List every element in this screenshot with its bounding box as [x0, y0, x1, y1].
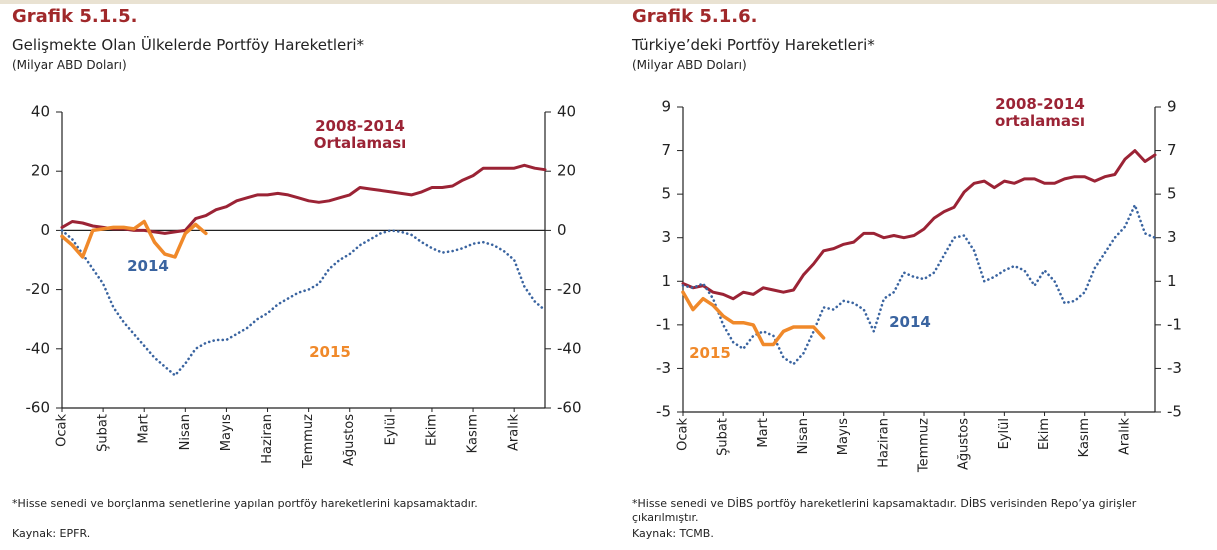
x-tick-label: Eylül — [383, 414, 398, 445]
y-tick-label: 20 — [31, 162, 50, 180]
x-tick-label: Nisan — [796, 418, 811, 454]
source: Kaynak: EPFR. — [12, 527, 91, 540]
y-tick-label: 5 — [661, 185, 671, 203]
x-tick-label: Ocak — [676, 418, 691, 451]
x-tick-label: Mart — [137, 414, 152, 444]
x-tick-label: Ekim — [424, 414, 439, 446]
chart-subtitle: Türkiye’deki Portföy Hareketleri* — [632, 36, 875, 54]
series-label: 2008-2014 Ortalaması — [313, 117, 407, 152]
series-label: 2014 — [889, 313, 931, 331]
chart-title: Grafik 5.1.5. — [12, 6, 138, 27]
series-label: 2014 — [127, 257, 169, 275]
series-line — [681, 203, 1157, 366]
y2-tick-label: 5 — [1167, 185, 1177, 203]
x-tick-label: Ocak — [55, 414, 70, 447]
y2-tick-label: -3 — [1167, 359, 1182, 377]
chart-unit: (Milyar ABD Doları) — [632, 58, 747, 72]
y-tick-label: 9 — [661, 98, 671, 116]
series-line — [681, 149, 1157, 301]
x-tick-label: Nisan — [178, 414, 193, 450]
x-tick-label: Ağustos — [342, 414, 357, 466]
y2-tick-label: 0 — [557, 221, 567, 239]
y-tick-label: 7 — [661, 141, 671, 159]
series-label: 2015 — [309, 343, 351, 361]
x-tick-label: Haziran — [876, 418, 891, 468]
y2-tick-label: -40 — [557, 339, 582, 357]
x-tick-label: Ağustos — [957, 418, 972, 470]
series-line — [60, 163, 547, 235]
y-tick-label: 3 — [661, 228, 671, 246]
series-line — [60, 229, 547, 377]
y-tick-label: 1 — [661, 272, 671, 290]
x-tick-label: Kasım — [466, 414, 481, 453]
y-tick-label: 40 — [31, 103, 50, 121]
x-tick-label: Aralık — [1117, 418, 1132, 455]
y-tick-label: -60 — [26, 399, 51, 417]
x-tick-label: Mart — [756, 418, 771, 448]
series-line — [60, 219, 208, 259]
x-tick-label: Mayıs — [836, 418, 851, 455]
x-tick-label: Eylül — [997, 418, 1012, 449]
x-tick-label: Ekim — [1037, 418, 1052, 450]
x-tick-label: Kasım — [1077, 418, 1092, 457]
y-tick-label: -20 — [26, 280, 51, 298]
y2-tick-label: 1 — [1167, 272, 1177, 290]
y-tick-label: 0 — [40, 221, 50, 239]
x-tick-label: Temmuz — [917, 418, 932, 473]
y-tick-label: -1 — [656, 315, 671, 333]
y2-tick-label: 3 — [1167, 228, 1177, 246]
top-band — [0, 0, 1217, 4]
chart-unit: (Milyar ABD Doları) — [12, 58, 127, 72]
chart-subtitle: Gelişmekte Olan Ülkelerde Portföy Hareke… — [12, 36, 365, 54]
x-tick-label: Şubat — [716, 418, 731, 456]
series-label: 2015 — [689, 344, 731, 362]
y-tick-label: -3 — [656, 359, 671, 377]
x-tick-label: Temmuz — [301, 414, 316, 469]
y2-tick-label: 20 — [557, 162, 576, 180]
y2-tick-label: 7 — [1167, 141, 1177, 159]
series-line — [681, 290, 826, 347]
x-tick-label: Şubat — [96, 414, 111, 452]
x-tick-label: Mayıs — [219, 414, 234, 451]
y-tick-label: -5 — [656, 403, 671, 421]
footnote: *Hisse senedi ve DİBS portföy hareketler… — [632, 497, 1137, 524]
y-tick-label: -40 — [26, 339, 51, 357]
x-tick-label: Aralık — [507, 414, 522, 451]
y2-tick-label: -1 — [1167, 315, 1182, 333]
y2-tick-label: 40 — [557, 103, 576, 121]
series-label: 2008-2014 ortalaması — [994, 95, 1086, 130]
y2-tick-label: -5 — [1167, 403, 1182, 421]
footnote: *Hisse senedi ve borçlanma senetlerine y… — [12, 497, 478, 510]
y2-tick-label: -20 — [557, 280, 582, 298]
y2-tick-label: -60 — [557, 399, 582, 417]
source: Kaynak: TCMB. — [632, 527, 714, 540]
y2-tick-label: 9 — [1167, 98, 1177, 116]
chart-title: Grafik 5.1.6. — [632, 6, 758, 27]
x-tick-label: Haziran — [260, 414, 275, 464]
